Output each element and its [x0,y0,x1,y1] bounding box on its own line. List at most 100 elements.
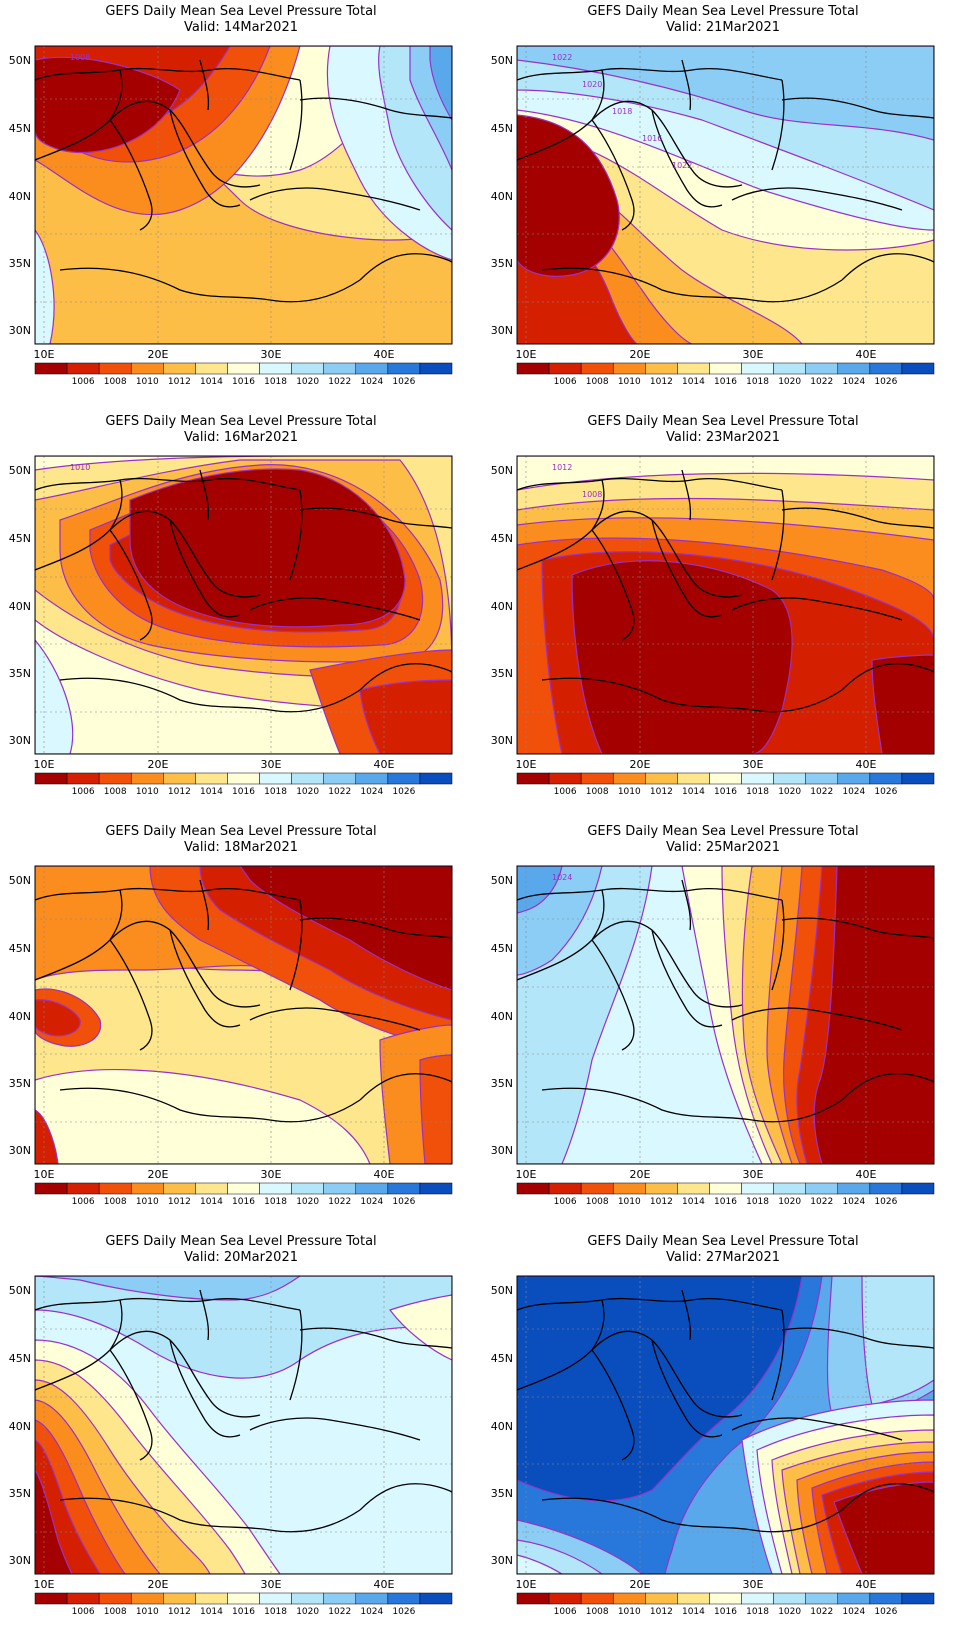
lat-tick-label: 45N [491,122,513,135]
lon-tick-label: 10E [516,348,537,361]
colorbar-label: 1016 [232,1197,255,1207]
colorbar-swatch [580,1592,614,1605]
coastline [249,187,421,211]
colorbar-label: 1018 [264,377,287,387]
colorbar-label: 1006 [554,377,577,387]
colorbar-label: 1022 [328,1607,351,1617]
lon-tick-label: 20E [630,348,651,361]
colorbar-swatch [323,1592,357,1605]
colorbar-swatch [516,1592,550,1605]
colorbar-swatch [355,1182,389,1195]
coastline [541,1497,843,1533]
colorbar-label: 1020 [296,787,319,797]
pressure-field [35,46,452,344]
colorbar-swatch [773,362,806,375]
colorbar-label: 1020 [778,787,801,797]
coastline [517,477,783,491]
map-panel: GEFS Daily Mean Sea Level Pressure Total… [0,0,482,410]
colorbar-label: 1020 [778,377,801,387]
colorbar-label: 1008 [586,1607,609,1617]
colorbar-swatch [98,1592,132,1605]
colorbar-swatch [66,772,100,785]
lat-tick-label: 30N [491,734,513,747]
lat-tick-label: 50N [491,54,513,67]
lon-tick-label: 30E [743,1578,764,1591]
contour-label: 1008 [582,490,602,499]
colorbar-label: 1018 [746,787,769,797]
coastline [591,479,605,531]
map-frame [34,45,453,345]
coastline [249,1417,421,1441]
panel-title: GEFS Daily Mean Sea Level Pressure Total [105,824,377,839]
colorbar-swatch [709,772,742,785]
colorbar-label: 1018 [746,1607,769,1617]
lon-tick-label: 30E [743,348,764,361]
coastline [169,519,241,618]
colorbar-label: 1006 [72,787,95,797]
coastline [591,69,605,121]
coastline [109,119,153,231]
colorbar-swatch [130,362,164,375]
colorbar-label: 1022 [810,377,833,387]
lon-tick-label: 20E [148,348,169,361]
coastline [591,889,605,941]
lat-tick-label: 35N [9,1487,31,1500]
lat-tick-label: 50N [9,54,31,67]
colorbar-swatch [259,1592,292,1605]
colorbar-label: 1026 [874,1607,897,1617]
lat-tick-label: 45N [491,1352,513,1365]
colorbar-swatch [741,772,774,785]
lat-tick-label: 50N [491,464,513,477]
colorbar-swatch [709,362,742,375]
coastline [169,1339,241,1438]
colorbar-swatch [837,1182,871,1195]
lon-tick-label: 10E [34,348,55,361]
colorbar-label: 1016 [714,1197,737,1207]
colorbar-label: 1012 [650,1607,673,1617]
lon-tick-label: 20E [148,1168,169,1181]
contour-label: 1012 [552,463,572,472]
lat-tick-label: 40N [9,1010,31,1023]
colorbar-swatch [548,772,582,785]
colorbar-swatch [869,772,903,785]
coastline [517,887,783,901]
coastline [781,917,934,939]
colorbar-label: 1008 [104,787,127,797]
colorbar-label: 1026 [874,787,897,797]
colorbar-swatch [163,1182,196,1195]
colorbar-swatch [195,1592,228,1605]
colorbar-swatch [387,772,421,785]
pressure-band [35,999,81,1037]
coastline [541,267,843,303]
colorbar-swatch [98,362,132,375]
colorbar-swatch [130,1182,164,1195]
lat-tick-label: 40N [491,190,513,203]
colorbar-label: 1014 [200,1607,223,1617]
coastline [731,1417,903,1441]
lat-tick-label: 30N [9,324,31,337]
lon-tick-label: 30E [743,758,764,771]
coastline [541,677,843,713]
colorbar-label: 1018 [264,787,287,797]
colorbar-swatch [837,1592,871,1605]
colorbar-swatch [291,362,324,375]
panel-title: GEFS Daily Mean Sea Level Pressure Total [587,824,859,839]
colorbar-swatch [419,772,453,785]
lon-tick-label: 10E [34,758,55,771]
coastline [651,109,723,208]
contour-label: 1018 [612,107,632,116]
colorbar-label: 1026 [874,377,897,387]
colorbar-swatch [901,1592,935,1605]
pressure-band [833,1481,934,1574]
colorbar-label: 1024 [360,787,383,797]
lat-tick-label: 50N [9,874,31,887]
colorbar-swatch [516,1182,550,1195]
coastline [289,1309,303,1401]
colorbar-label: 1024 [360,1197,383,1207]
colorbar-label: 1008 [586,787,609,797]
colorbar-swatch [259,772,292,785]
colorbar-swatch [805,362,839,375]
colorbar-swatch [98,1182,132,1195]
colorbar-label: 1018 [746,1197,769,1207]
panel-valid-date: Valid: 25Mar2021 [666,840,780,855]
